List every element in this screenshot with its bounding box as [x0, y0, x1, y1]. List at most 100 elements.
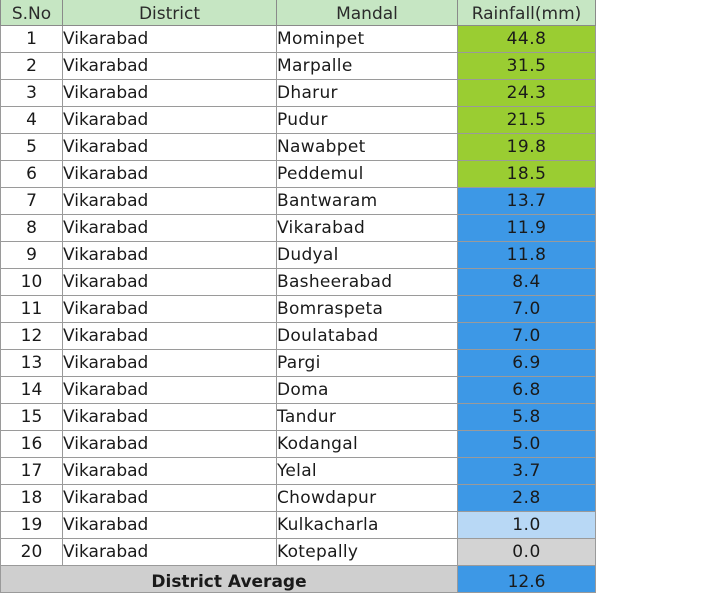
cell-rainfall: 3.7: [457, 457, 596, 485]
table-row: 17 Vikarabad Yelal 3.7: [0, 457, 596, 485]
cell-mandal: Doma: [276, 376, 458, 404]
cell-sno: 7: [0, 187, 63, 215]
cell-mandal: Pargi: [276, 349, 458, 377]
cell-district: Vikarabad: [62, 187, 277, 215]
cell-mandal: Dharur: [276, 79, 458, 107]
table-row: 15 Vikarabad Tandur 5.8: [0, 403, 596, 431]
cell-mandal: Dudyal: [276, 241, 458, 269]
cell-sno: 8: [0, 214, 63, 242]
cell-sno: 12: [0, 322, 63, 350]
cell-district: Vikarabad: [62, 133, 277, 161]
cell-mandal: Mominpet: [276, 25, 458, 53]
header-district: District: [62, 0, 277, 26]
cell-district: Vikarabad: [62, 511, 277, 539]
district-average-label: District Average: [0, 565, 458, 593]
table-row: 3 Vikarabad Dharur 24.3: [0, 79, 596, 107]
cell-mandal: Vikarabad: [276, 214, 458, 242]
table-row: 13 Vikarabad Pargi 6.9: [0, 349, 596, 377]
cell-rainfall: 5.8: [457, 403, 596, 431]
cell-mandal: Marpalle: [276, 52, 458, 80]
cell-rainfall: 18.5: [457, 160, 596, 188]
cell-sno: 16: [0, 430, 63, 458]
cell-district: Vikarabad: [62, 214, 277, 242]
cell-district: Vikarabad: [62, 241, 277, 269]
cell-mandal: Peddemul: [276, 160, 458, 188]
cell-rainfall: 7.0: [457, 295, 596, 323]
rainfall-table: S.No District Mandal Rainfall(mm) 1 Vikar…: [0, 0, 596, 593]
header-rainfall: Rainfall(mm): [457, 0, 596, 26]
header-sno: S.No: [0, 0, 63, 26]
table-row: 19 Vikarabad Kulkacharla 1.0: [0, 511, 596, 539]
cell-sno: 3: [0, 79, 63, 107]
table-row: 2 Vikarabad Marpalle 31.5: [0, 52, 596, 80]
table-row: 4 Vikarabad Pudur 21.5: [0, 106, 596, 134]
cell-sno: 18: [0, 484, 63, 512]
cell-rainfall: 24.3: [457, 79, 596, 107]
cell-rainfall: 13.7: [457, 187, 596, 215]
district-average-row: District Average 12.6: [0, 565, 596, 593]
rainfall-table-container: S.No District Mandal Rainfall(mm) 1 Vikar…: [0, 0, 596, 593]
cell-sno: 14: [0, 376, 63, 404]
cell-sno: 13: [0, 349, 63, 377]
cell-district: Vikarabad: [62, 349, 277, 377]
cell-rainfall: 6.9: [457, 349, 596, 377]
cell-rainfall: 7.0: [457, 322, 596, 350]
cell-district: Vikarabad: [62, 79, 277, 107]
table-row: 11 Vikarabad Bomraspeta 7.0: [0, 295, 596, 323]
table-row: 12 Vikarabad Doulatabad 7.0: [0, 322, 596, 350]
cell-rainfall: 8.4: [457, 268, 596, 296]
cell-district: Vikarabad: [62, 403, 277, 431]
cell-rainfall: 21.5: [457, 106, 596, 134]
cell-sno: 1: [0, 25, 63, 53]
cell-sno: 6: [0, 160, 63, 188]
cell-sno: 4: [0, 106, 63, 134]
cell-sno: 15: [0, 403, 63, 431]
table-row: 10 Vikarabad Basheerabad 8.4: [0, 268, 596, 296]
cell-rainfall: 19.8: [457, 133, 596, 161]
cell-district: Vikarabad: [62, 52, 277, 80]
cell-rainfall: 31.5: [457, 52, 596, 80]
table-row: 18 Vikarabad Chowdapur 2.8: [0, 484, 596, 512]
cell-rainfall: 2.8: [457, 484, 596, 512]
cell-sno: 2: [0, 52, 63, 80]
cell-mandal: Yelal: [276, 457, 458, 485]
table-row: 20 Vikarabad Kotepally 0.0: [0, 538, 596, 566]
cell-sno: 20: [0, 538, 63, 566]
cell-rainfall: 11.8: [457, 241, 596, 269]
table-row: 16 Vikarabad Kodangal 5.0: [0, 430, 596, 458]
header-mandal: Mandal: [276, 0, 458, 26]
cell-mandal: Kulkacharla: [276, 511, 458, 539]
cell-district: Vikarabad: [62, 430, 277, 458]
cell-district: Vikarabad: [62, 268, 277, 296]
cell-district: Vikarabad: [62, 295, 277, 323]
cell-sno: 17: [0, 457, 63, 485]
cell-rainfall: 44.8: [457, 25, 596, 53]
table-row: 9 Vikarabad Dudyal 11.8: [0, 241, 596, 269]
table-row: 7 Vikarabad Bantwaram 13.7: [0, 187, 596, 215]
cell-rainfall: 11.9: [457, 214, 596, 242]
cell-district: Vikarabad: [62, 376, 277, 404]
cell-district: Vikarabad: [62, 322, 277, 350]
cell-district: Vikarabad: [62, 25, 277, 53]
cell-sno: 19: [0, 511, 63, 539]
table-row: 8 Vikarabad Vikarabad 11.9: [0, 214, 596, 242]
cell-district: Vikarabad: [62, 106, 277, 134]
table-row: 5 Vikarabad Nawabpet 19.8: [0, 133, 596, 161]
cell-mandal: Chowdapur: [276, 484, 458, 512]
cell-mandal: Bomraspeta: [276, 295, 458, 323]
cell-district: Vikarabad: [62, 160, 277, 188]
cell-mandal: Bantwaram: [276, 187, 458, 215]
cell-mandal: Pudur: [276, 106, 458, 134]
table-row: 1 Vikarabad Mominpet 44.8: [0, 25, 596, 53]
cell-rainfall: 6.8: [457, 376, 596, 404]
cell-mandal: Kodangal: [276, 430, 458, 458]
cell-sno: 9: [0, 241, 63, 269]
cell-mandal: Tandur: [276, 403, 458, 431]
cell-mandal: Basheerabad: [276, 268, 458, 296]
table-header-row: S.No District Mandal Rainfall(mm): [0, 0, 596, 26]
district-average-value: 12.6: [457, 565, 596, 593]
cell-rainfall: 0.0: [457, 538, 596, 566]
table-body: 1 Vikarabad Mominpet 44.8 2 Vikarabad Marpalle…: [0, 25, 596, 566]
cell-rainfall: 5.0: [457, 430, 596, 458]
cell-sno: 10: [0, 268, 63, 296]
